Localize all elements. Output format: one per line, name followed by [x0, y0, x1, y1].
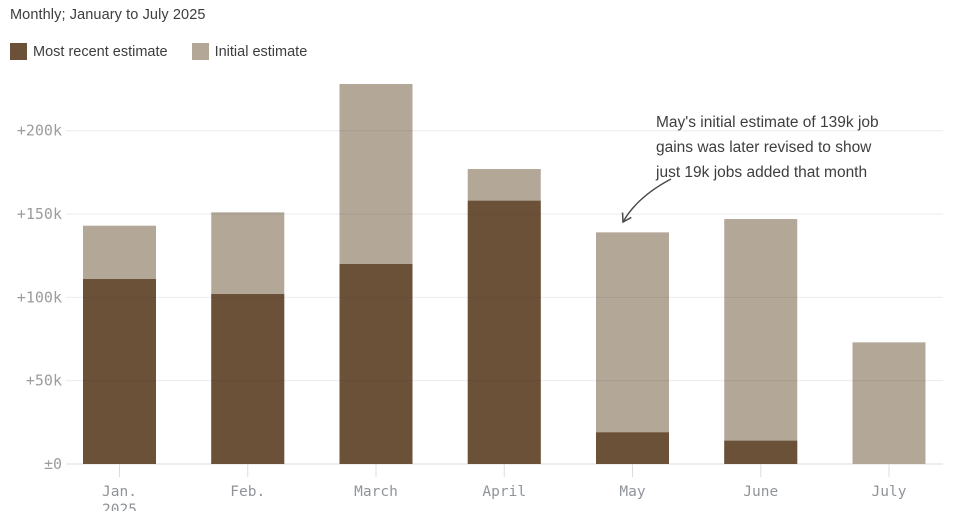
annotation-line-2: gains was later revised to show [656, 139, 872, 156]
x-tick-label: March [354, 484, 398, 500]
bar-recent-Feb [211, 294, 285, 464]
x-tick-label: Feb. [230, 484, 265, 500]
x-tick-label: May [619, 484, 645, 500]
x-tick-label: April [482, 484, 526, 500]
bar-recent-March [339, 264, 413, 464]
annotation-text: May's initial estimate of 139k job gains… [656, 110, 931, 185]
legend-item-most-recent: Most recent estimate [10, 43, 168, 60]
bar-initial-June [724, 219, 798, 464]
x-tick-sublabel: 2025 [102, 502, 137, 511]
bar-recent-June [724, 440, 798, 464]
legend-swatch-most-recent [10, 43, 27, 60]
bar-recent-April [467, 200, 541, 464]
y-tick-label: ±0 [44, 455, 62, 473]
legend-label-most-recent: Most recent estimate [33, 43, 168, 60]
bar-initial-May [596, 232, 669, 464]
legend-label-initial: Initial estimate [214, 43, 308, 60]
legend-item-initial: Initial estimate [191, 43, 308, 60]
y-tick-label: +150k [17, 205, 62, 223]
chart-subtitle: Monthly; January to July 2025 [10, 7, 206, 23]
legend-swatch-initial [191, 43, 209, 60]
annotation-line-3: just 19k jobs added that month [656, 164, 868, 181]
x-tick-label: June [743, 484, 778, 500]
bar-initial-July [852, 342, 926, 464]
annotation-line-1: May's initial estimate of 139k job [656, 114, 879, 131]
bar-recent-May [596, 432, 669, 464]
x-tick-label: July [872, 484, 907, 500]
y-tick-label: +200k [17, 122, 62, 140]
x-tick-label: Jan. [102, 484, 137, 500]
y-tick-label: +50k [26, 372, 62, 390]
y-tick-label: +100k [17, 288, 62, 306]
bar-recent-Jan [83, 279, 156, 464]
legend: Most recent estimate Initial estimate [10, 43, 307, 60]
annotation-arrow [621, 178, 672, 224]
